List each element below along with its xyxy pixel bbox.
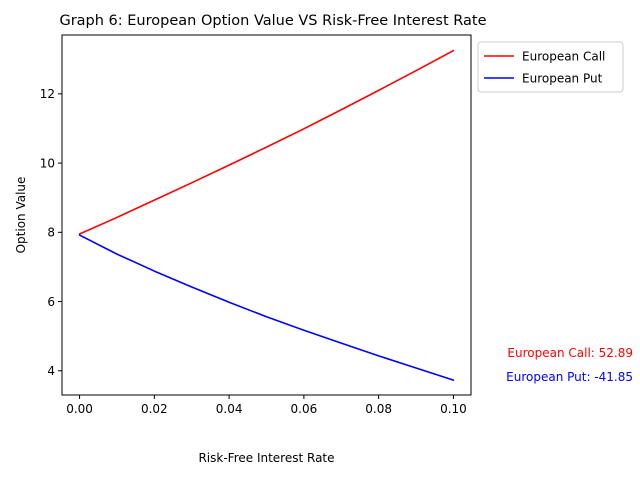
y-tick-label: 12	[40, 87, 55, 101]
y-tick-label: 4	[47, 364, 55, 378]
series-line-european-call	[78, 49, 455, 235]
y-tick-label: 10	[40, 156, 55, 170]
x-tick-label: 0.02	[141, 402, 168, 416]
x-axis-label: Risk-Free Interest Rate	[198, 451, 334, 465]
y-axis-label: Option Value	[14, 177, 28, 254]
annotation-european-put: European Put: -41.85	[506, 370, 633, 384]
legend-label-european-put: European Put	[522, 72, 603, 86]
x-tick-label: 0.04	[216, 402, 243, 416]
lines-layer	[78, 49, 455, 381]
legend-box	[477, 41, 624, 93]
chart-title: Graph 6: European Option Value VS Risk-F…	[59, 13, 486, 29]
x-tick-label: 0.06	[291, 402, 318, 416]
x-tick-label: 0.08	[365, 402, 392, 416]
x-ticks: 0.00 0.02 0.04 0.06 0.08 0.10	[66, 395, 467, 416]
x-tick-label: 0.10	[440, 402, 467, 416]
y-tick-label: 8	[47, 226, 55, 240]
plot-frame	[61, 34, 472, 396]
y-ticks: 4 6 8 10 12	[40, 87, 62, 378]
annotation-european-call: European Call: 52.89	[507, 346, 633, 360]
series-line-european-put	[78, 234, 455, 381]
y-tick-label: 6	[47, 295, 55, 309]
legend: European Call European Put	[477, 41, 624, 93]
legend-label-european-call: European Call	[522, 50, 605, 64]
x-tick-label: 0.00	[66, 402, 93, 416]
